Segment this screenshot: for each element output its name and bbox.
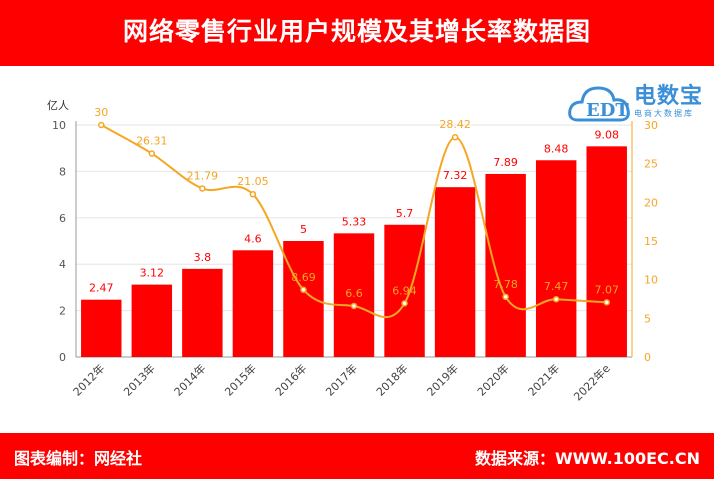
growth-rate-point — [603, 299, 610, 306]
growth-rate-label: 6.94 — [392, 284, 417, 297]
x-tick-label: 2020年 — [474, 361, 511, 398]
bar — [232, 250, 274, 357]
bar — [384, 224, 425, 357]
bar-value-label: 7.32 — [443, 169, 468, 182]
growth-rate-label: 21.79 — [187, 169, 219, 182]
growth-rate-label: 26.31 — [136, 135, 168, 148]
growth-rate-label: 7.47 — [544, 280, 569, 293]
x-tick-label: 2014年 — [171, 361, 208, 398]
bar — [81, 299, 122, 357]
x-tick-label: 2012年 — [70, 361, 107, 398]
x-tick-label: 2015年 — [222, 361, 259, 398]
y2-tick-label: 20 — [644, 196, 658, 209]
header-banner: 网络零售行业用户规模及其增长率数据图 — [0, 0, 714, 66]
y-tick-label: 2 — [59, 305, 66, 318]
growth-rate-point — [199, 185, 206, 192]
logo-subtitle: 电商大数据库 — [634, 109, 694, 118]
y-tick-label: 6 — [59, 212, 66, 225]
growth-rate-label: 21.05 — [237, 175, 269, 188]
growth-rate-label: 7.07 — [594, 283, 619, 296]
cloud-icon — [568, 86, 630, 122]
y-tick-label: 4 — [59, 258, 66, 271]
bar — [182, 268, 223, 357]
footer-source: 数据来源：WWW.100EC.CN — [474, 449, 700, 468]
growth-rate-point — [148, 150, 156, 157]
y2-tick-label: 5 — [644, 312, 651, 325]
growth-rate-label: 28.42 — [439, 118, 471, 131]
growth-rate-point — [249, 190, 257, 198]
bar-value-label: 5.7 — [396, 207, 414, 220]
chart-area: 0 2 4 6 8 10 0 5 10 15 20 25 30 亿人 2.47 3.12 3.8 4.6 5 5.33… — [47, 99, 658, 403]
growth-rate-label: 30 — [94, 106, 108, 119]
bar-value-label: 3.8 — [194, 251, 212, 264]
bar — [131, 284, 173, 357]
y2-tick-label: 30 — [644, 119, 658, 132]
logo: EDT 电数宝 电商大数据库 — [568, 76, 708, 130]
y-axis-unit: 亿人 — [47, 99, 69, 112]
growth-rate-point — [552, 295, 560, 303]
x-tick-label: 2016年 — [272, 361, 309, 398]
bar-value-label: 5.33 — [342, 215, 367, 228]
footer-banner: 图表编制：网经社 数据来源：WWW.100EC.CN — [0, 433, 714, 479]
growth-rate-label: 7.78 — [493, 278, 518, 291]
x-tick-label: 2019年 — [424, 361, 461, 398]
y2-tick-label: 10 — [644, 274, 658, 287]
x-tick-label: 2022年e — [571, 361, 613, 403]
bar-value-label: 8.48 — [544, 142, 569, 155]
bar — [485, 173, 526, 357]
bar-value-label: 2.47 — [89, 282, 114, 295]
growth-rate-point — [300, 286, 307, 294]
bar — [535, 160, 577, 357]
bar — [586, 146, 627, 357]
x-tick-label: 2018年 — [373, 361, 410, 398]
y2-tick-label: 0 — [644, 351, 651, 364]
growth-rate-point — [401, 300, 408, 307]
bar-value-label: 9.08 — [594, 128, 619, 141]
logo-brand: 电数宝 — [634, 84, 704, 109]
bar — [333, 233, 375, 357]
y2-tick-label: 15 — [644, 235, 658, 248]
bar — [434, 187, 476, 357]
y2-tick-label: 25 — [644, 158, 658, 171]
bar-value-label: 3.12 — [140, 267, 165, 280]
x-tick-label: 2021年 — [525, 361, 562, 398]
bar-value-label: 7.89 — [493, 156, 518, 169]
y-tick-label: 0 — [59, 351, 66, 364]
x-tick-label: 2013年 — [120, 361, 157, 398]
growth-rate-label: 6.6 — [345, 287, 363, 300]
chart-title: 网络零售行业用户规模及其增长率数据图 — [122, 17, 591, 46]
footer-credit: 图表编制：网经社 — [14, 449, 143, 468]
growth-rate-point — [502, 293, 509, 301]
bar-value-label: 4.6 — [244, 232, 262, 245]
growth-rate-point — [451, 133, 459, 141]
bar-value-label: 5 — [300, 223, 307, 236]
growth-rate-point — [350, 302, 358, 310]
x-tick-label: 2017年 — [323, 361, 360, 398]
bar — [283, 241, 324, 357]
growth-rate-point — [98, 121, 105, 129]
y-tick-label: 8 — [59, 165, 66, 178]
logo-edt: EDT — [586, 100, 629, 121]
y-tick-label: 10 — [52, 119, 66, 132]
growth-rate-label: 8.69 — [291, 271, 316, 284]
